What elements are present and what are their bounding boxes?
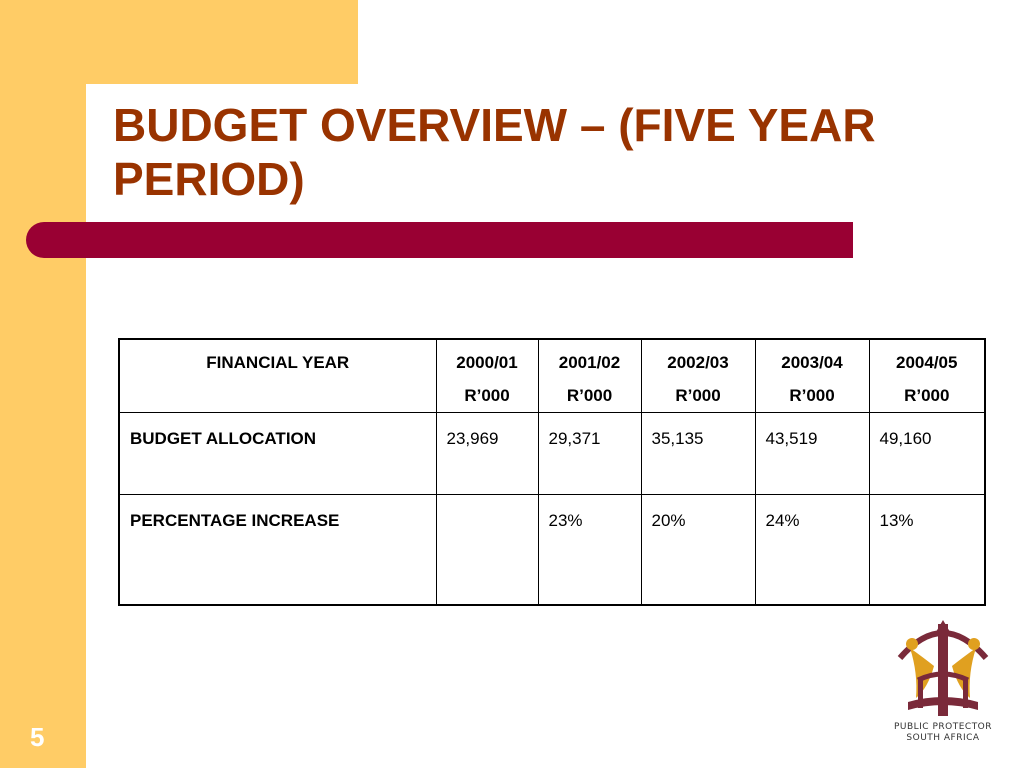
year-label: 2003/04 bbox=[781, 353, 843, 372]
year-label: 2001/02 bbox=[558, 353, 621, 372]
public-protector-emblem-icon bbox=[897, 620, 989, 716]
page-number: 5 bbox=[30, 722, 45, 752]
logo-caption: PUBLIC PROTECTOR SOUTH AFRICA bbox=[886, 722, 1000, 744]
header-year-2001-02: 2001/02 R’000 bbox=[537, 338, 642, 414]
table-cell: 23% bbox=[537, 494, 642, 606]
top-accent-band bbox=[0, 0, 358, 84]
header-year-2002-03: 2002/03 R’000 bbox=[640, 338, 756, 414]
table-cell: 29,371 bbox=[537, 412, 642, 496]
year-label: 2000/01 bbox=[456, 353, 518, 372]
table-row-percentage-increase: PERCENTAGE INCREASE 23% 20% 24% 13% bbox=[118, 494, 986, 606]
header-financial-year: FINANCIAL YEAR bbox=[118, 338, 437, 414]
left-accent-band bbox=[0, 0, 86, 768]
table-cell: 13% bbox=[868, 494, 986, 606]
unit-label: R’000 bbox=[904, 386, 950, 405]
logo-text-line-1: PUBLIC PROTECTOR bbox=[893, 722, 993, 732]
title-divider-bar bbox=[26, 222, 853, 258]
budget-table: FINANCIAL YEAR 2000/01 R’000 2001/02 R’0… bbox=[118, 338, 986, 606]
unit-label: R’000 bbox=[566, 386, 613, 405]
header-year-2003-04: 2003/04 R’000 bbox=[754, 338, 870, 414]
logo-text-line-2: SOUTH AFRICA bbox=[906, 733, 980, 743]
table-row-budget-allocation: BUDGET ALLOCATION 23,969 29,371 35,135 4… bbox=[118, 412, 986, 496]
row-label-percentage-increase: PERCENTAGE INCREASE bbox=[118, 494, 437, 606]
slide-title-line-2: PERIOD) bbox=[113, 153, 305, 205]
slide-title: BUDGET OVERVIEW – (FIVE YEAR PERIOD) bbox=[113, 98, 993, 206]
table-cell bbox=[435, 494, 539, 606]
unit-label: R’000 bbox=[464, 386, 510, 405]
table-cell: 23,969 bbox=[435, 412, 539, 496]
year-label: 2004/05 bbox=[896, 353, 958, 372]
unit-label: R’000 bbox=[789, 386, 835, 405]
slide-title-line-1: BUDGET OVERVIEW – (FIVE YEAR bbox=[113, 99, 876, 151]
unit-label: R’000 bbox=[675, 386, 721, 405]
table-cell: 35,135 bbox=[640, 412, 756, 496]
year-label: 2002/03 bbox=[667, 353, 729, 372]
table-cell: 20% bbox=[640, 494, 756, 606]
header-year-2004-05: 2004/05 R’000 bbox=[868, 338, 986, 414]
table-cell: 24% bbox=[754, 494, 870, 606]
row-label-budget-allocation: BUDGET ALLOCATION bbox=[118, 412, 437, 496]
header-year-2000-01: 2000/01 R’000 bbox=[435, 338, 539, 414]
table-header-row: FINANCIAL YEAR 2000/01 R’000 2001/02 R’0… bbox=[118, 338, 986, 414]
table-cell: 43,519 bbox=[754, 412, 870, 496]
table-cell: 49,160 bbox=[868, 412, 986, 496]
